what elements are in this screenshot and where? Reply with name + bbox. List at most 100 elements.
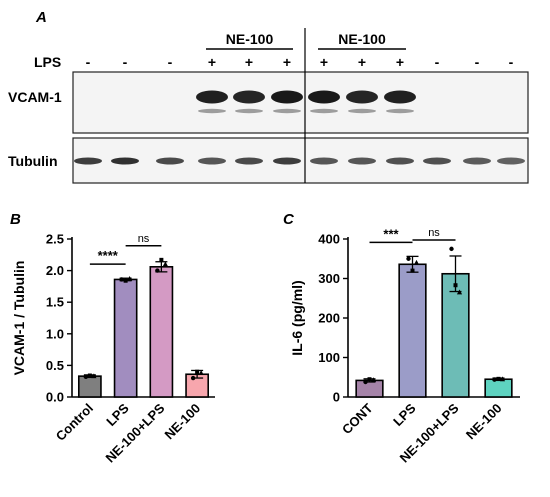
panel-letter-b: B (10, 211, 21, 228)
y-tick-label: 2.5 (46, 232, 64, 247)
panel-letter-c: C (283, 211, 295, 228)
significance-label: ns (138, 233, 150, 245)
blot-band-minor (235, 108, 263, 114)
blot-band (271, 90, 303, 104)
blot-band (497, 157, 525, 165)
blot-band (384, 90, 416, 104)
blot-band (463, 157, 491, 165)
blot-band (233, 90, 265, 104)
blot-band (156, 157, 184, 165)
data-point (162, 261, 168, 267)
blot-lps-sign: + (283, 54, 291, 70)
y-tick-label: 400 (318, 232, 340, 247)
blot-lps-label: LPS (34, 54, 61, 70)
blot-row-label: Tubulin (8, 153, 58, 169)
bar-control (77, 375, 102, 398)
data-point (449, 246, 454, 252)
blot-band-minor (273, 108, 301, 114)
blot-band (423, 157, 451, 165)
y-axis-label: VCAM-1 / Tubulin (11, 261, 27, 376)
data-point (410, 268, 415, 273)
blot-lps-sign: + (396, 54, 404, 70)
y-tick-label: 300 (318, 271, 340, 286)
data-point (87, 373, 92, 378)
blot-band (235, 157, 263, 165)
blot-lps-sign: + (208, 54, 216, 70)
bar-ne-100 (484, 378, 513, 398)
y-tick-label: 2.0 (46, 263, 64, 278)
bar-ne-100-lps (149, 266, 174, 398)
significance-label: ns (428, 227, 440, 239)
data-point (496, 376, 501, 381)
data-point (127, 276, 133, 281)
data-point (499, 376, 506, 382)
y-axis-label: IL-6 (pg/ml) (289, 280, 305, 355)
y-tick-label: 0 (333, 390, 340, 405)
category-label: CONT (339, 400, 376, 437)
y-tick-label: 0.0 (46, 390, 64, 405)
data-point (367, 377, 372, 382)
y-tick-label: 1.5 (46, 295, 64, 310)
blot-lps-sign: - (86, 54, 91, 70)
significance-label: **** (98, 248, 119, 263)
category-label: Control (53, 401, 96, 444)
category-label: LPS (103, 400, 132, 429)
y-tick-label: 1.0 (46, 326, 64, 341)
blot-band (273, 157, 301, 165)
blot-membrane (72, 71, 529, 134)
blot-lps-sign: + (358, 54, 366, 70)
data-point (155, 268, 160, 273)
blot-lps-sign: - (509, 54, 514, 70)
blot-band (346, 90, 378, 104)
significance-label: *** (383, 226, 399, 241)
blot-row-label: VCAM-1 (8, 89, 62, 105)
data-point (190, 375, 196, 381)
blot-band (198, 157, 226, 165)
data-point (91, 373, 97, 379)
blot-band (310, 157, 338, 165)
y-tick-label: 0.5 (46, 358, 64, 373)
data-point (492, 377, 497, 382)
category-label: NE-100 (161, 401, 203, 443)
blot-band (308, 90, 340, 104)
bar-lps (113, 278, 138, 398)
blot-lps-sign: - (123, 54, 128, 70)
blot-band (74, 157, 102, 165)
y-tick-label: 100 (318, 350, 340, 365)
data-point (159, 257, 164, 262)
blot-lps-sign: - (168, 54, 173, 70)
data-point (456, 289, 463, 295)
blot-band (111, 157, 139, 165)
chart-vcam1-tubulin: VCAM-1 / Tubulin 0.0 0.5 1.0 1.5 2.0 2.5 Contro… (11, 232, 215, 466)
blot-lps-sign: - (435, 54, 440, 70)
blot-lps-sign: + (320, 54, 328, 70)
blot-band (348, 157, 376, 165)
data-point (413, 259, 420, 265)
blot-band (386, 157, 414, 165)
data-point (453, 283, 458, 288)
blot-band-minor (198, 108, 226, 114)
y-tick-label: 200 (318, 311, 340, 326)
data-point (370, 377, 377, 383)
category-label: LPS (390, 400, 419, 429)
data-point (119, 277, 124, 282)
data-point (83, 374, 89, 379)
data-point (198, 370, 204, 375)
western-blot: NE-100 NE-100 LPS - - - + + + + + + - - - VCAM-1 Tubulin (8, 28, 529, 184)
blot-lps-sign: - (475, 54, 480, 70)
blot-band-minor (310, 108, 338, 114)
bar-cont (355, 379, 384, 398)
blot-band (196, 90, 228, 104)
data-point (406, 256, 411, 261)
blot-band-minor (348, 108, 376, 114)
data-point (195, 369, 200, 374)
bar-ne-100-lps (441, 272, 470, 398)
blot-group-label: NE-100 (226, 31, 274, 47)
category-label: NE-100 (463, 401, 505, 443)
blot-group-label: NE-100 (338, 31, 386, 47)
data-point (123, 278, 128, 283)
bar-lps (398, 263, 427, 398)
data-point (363, 379, 368, 385)
